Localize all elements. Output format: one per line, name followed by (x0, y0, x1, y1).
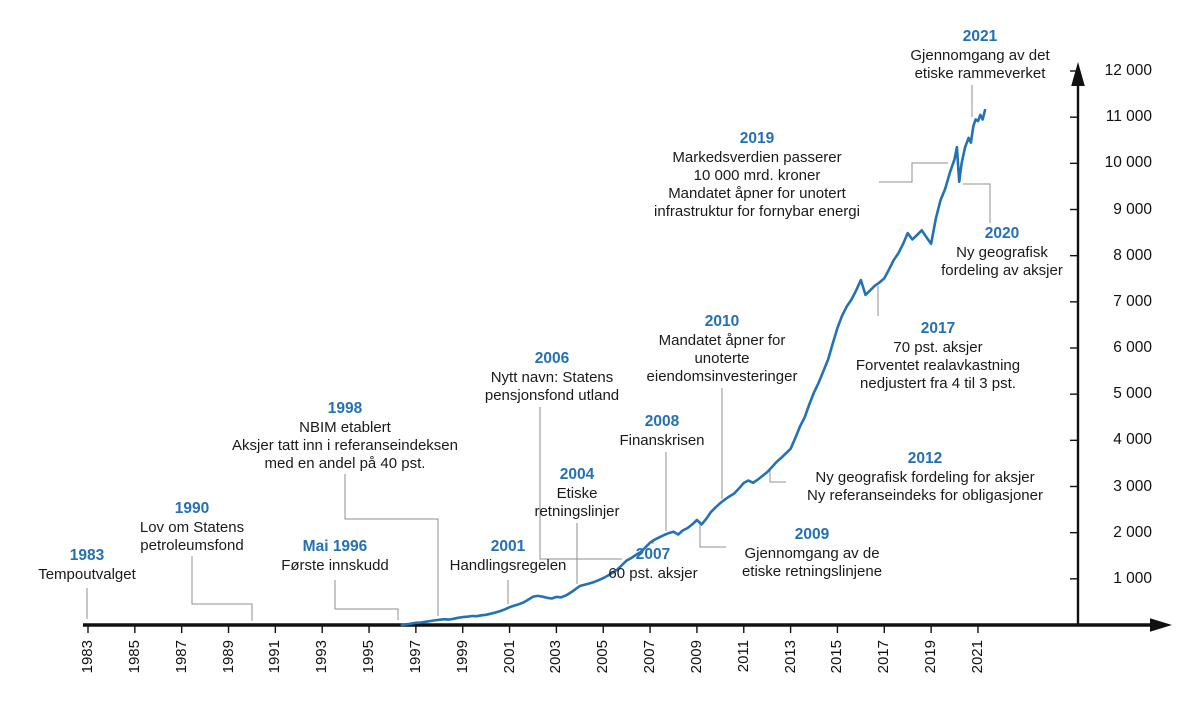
fund-value-line (400, 108, 987, 627)
annotation-leader-line (699, 521, 726, 548)
x-axis-arrow-icon (1150, 618, 1172, 632)
annotation-leader-line (344, 474, 439, 616)
annotation-leader-line (191, 556, 253, 621)
annotation-leader-line (769, 468, 786, 483)
annotation-leader-line (963, 183, 991, 223)
annotation-leader-line (879, 162, 948, 183)
y-axis-arrow-icon (1071, 62, 1085, 86)
annotation-leader-line (334, 580, 399, 620)
annotation-leader-line (539, 407, 622, 560)
